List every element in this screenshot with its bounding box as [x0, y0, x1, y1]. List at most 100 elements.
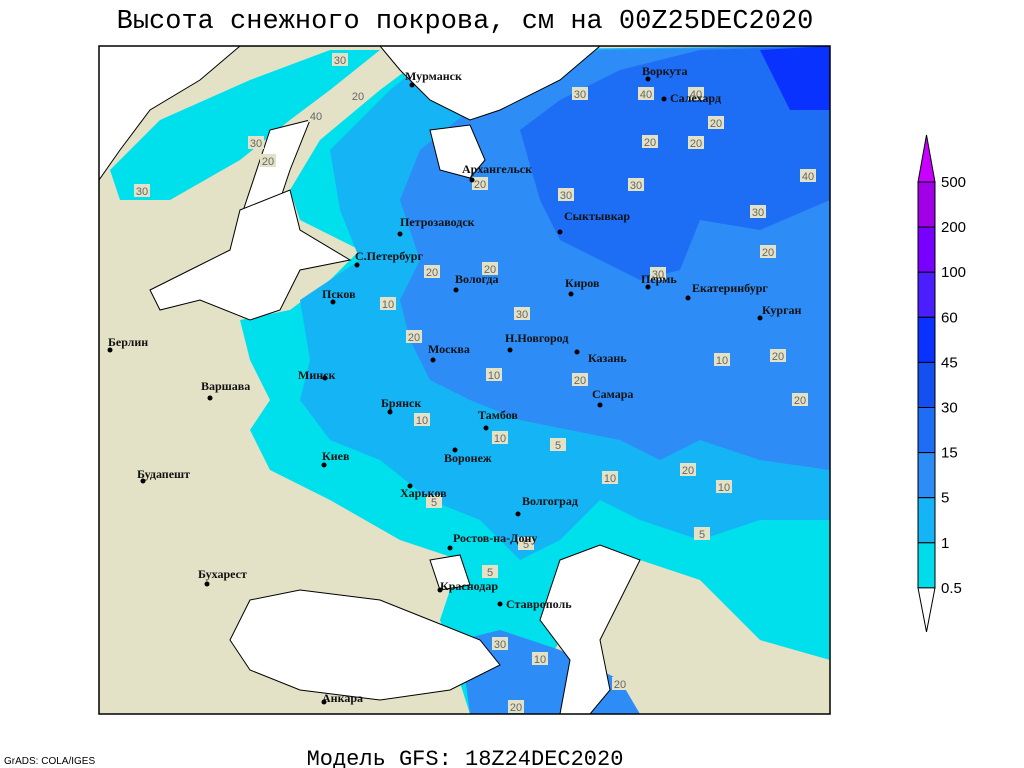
contour-label-box: [426, 495, 442, 508]
contour-label-box: [248, 136, 264, 149]
city-dot: [483, 425, 489, 431]
contour-label: 10: [416, 415, 428, 427]
contour-label-box: [424, 265, 440, 278]
colorbar-swatch: [917, 361, 936, 408]
city-label: Пермь: [641, 272, 677, 286]
contour-label-box: [414, 413, 430, 426]
city-label: Будапешт: [137, 467, 190, 481]
contour-label-box: [558, 188, 574, 201]
contour-label-box: [760, 245, 776, 258]
city-label: Волгоград: [522, 494, 578, 508]
contour-label: 20: [352, 91, 364, 103]
contour-label-box: [332, 53, 348, 66]
colorbar-bottom: [917, 587, 936, 632]
contour-label: 30: [334, 55, 346, 67]
colorbar-swatch: [917, 497, 936, 544]
contour-label: 40: [640, 89, 652, 101]
contour-label: 5: [487, 567, 493, 579]
city-dot: [661, 96, 667, 102]
contour-label-box: [350, 89, 366, 102]
city-dot: [354, 262, 360, 268]
contour-label-box: [750, 205, 766, 218]
contour-label: 5: [555, 440, 561, 452]
contour-label-box: [572, 87, 588, 100]
colorbar-label: 45: [941, 354, 958, 371]
contour-label: 30: [494, 639, 506, 651]
contour-label-box: [800, 169, 816, 182]
contour-label: 20: [690, 138, 702, 150]
contour-label-box: [508, 700, 524, 713]
city-dot: [387, 409, 393, 415]
city-label: С.Петербург: [355, 249, 423, 263]
contour-label: 40: [802, 171, 814, 183]
contour-label-box: [708, 116, 724, 129]
city-dot: [568, 291, 574, 297]
colorbar-label: 60: [941, 309, 958, 326]
city-dot: [452, 447, 458, 453]
city-dot: [140, 478, 146, 484]
city-dot: [437, 587, 443, 593]
colorbar-label: 15: [941, 445, 958, 462]
contour-label: 20: [794, 395, 806, 407]
city-label: Екатеринбург: [692, 281, 768, 295]
colorbar-top: [917, 134, 936, 183]
contour-label: 5: [431, 497, 437, 509]
contour-label: 20: [484, 264, 496, 276]
city-dot: [447, 545, 453, 551]
city-dot: [322, 375, 328, 381]
contour-label: 20: [682, 465, 694, 477]
contour-label: 30: [574, 89, 586, 101]
contour-label: 30: [516, 309, 528, 321]
contour-label-box: [380, 297, 396, 310]
contour-label: 20: [426, 267, 438, 279]
colorbar: 500 200 100 60 45 30 15 5 1 0.5: [917, 134, 966, 632]
contour-label: 30: [250, 138, 262, 150]
contour-label: 5: [699, 529, 705, 541]
city-label: Сыктывкар: [564, 209, 630, 223]
contour-label: 20: [644, 137, 656, 149]
contour-label-box: [714, 353, 730, 366]
map-frame: [98, 45, 831, 715]
city-dot: [645, 284, 651, 290]
contour-label: 10: [716, 355, 728, 367]
city-dot: [515, 511, 521, 517]
city-dot: [469, 177, 475, 183]
contour-label-box: [308, 109, 324, 122]
city-label: Воркута: [642, 64, 687, 78]
city-label: Самара: [592, 387, 633, 401]
contour-label: 20: [614, 679, 626, 691]
contour-label: 10: [534, 654, 546, 666]
city-dot: [453, 287, 459, 293]
city-dot: [407, 483, 413, 489]
contour-label: 30: [630, 180, 642, 192]
contour-label-box: [518, 537, 534, 550]
contour-label: 5: [523, 539, 529, 551]
contour-label: 30: [136, 186, 148, 198]
colorbar-swatch: [917, 316, 936, 363]
contour-label-box: [612, 677, 628, 690]
city-dot: [204, 581, 210, 587]
map-title: Высота снежного покрова, см на 00Z25DEC2…: [117, 7, 814, 37]
contour-label: 10: [604, 473, 616, 485]
contour-label-box: [472, 177, 488, 190]
contour-label-box: [514, 307, 530, 320]
city-dot: [321, 462, 327, 468]
contour-label-box: [688, 87, 704, 100]
city-label: Ставрополь: [506, 597, 572, 611]
city-label: Салехард: [670, 91, 721, 105]
contour-label: 20: [474, 179, 486, 191]
colorbar-swatch: [917, 542, 936, 589]
city-label: Курган: [762, 303, 802, 317]
contour-label: 20: [408, 332, 420, 344]
contour-label-box: [550, 438, 566, 451]
contour-label-box: [770, 349, 786, 362]
city-dot: [597, 402, 603, 408]
footer: Модель GFS: 18Z24DEC2020: [307, 747, 624, 768]
contour-label: 10: [494, 433, 506, 445]
city-label: Бухарест: [198, 567, 247, 581]
city-label: Казань: [588, 351, 627, 365]
contour-label: 10: [488, 370, 500, 382]
colorbar-label: 500: [941, 174, 966, 191]
contour-label: 10: [718, 482, 730, 494]
